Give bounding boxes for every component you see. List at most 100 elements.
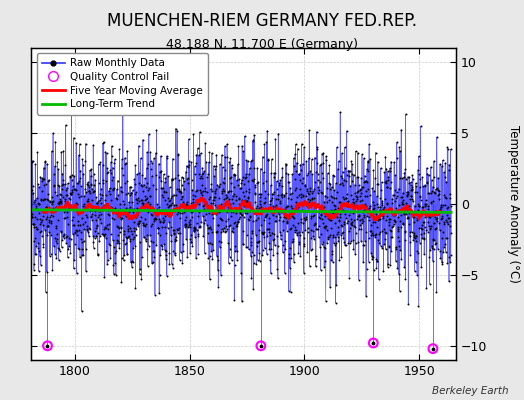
- Point: [208, 211, 216, 217]
- Point: [203, 202, 211, 208]
- Point: [243, 198, 251, 205]
- Point: [134, 195, 143, 201]
- Point: [168, 193, 176, 199]
- Point: [379, 215, 387, 222]
- Point: [435, 227, 444, 234]
- Point: [443, 259, 452, 266]
- Point: [208, 241, 216, 248]
- Point: [353, 216, 362, 222]
- Point: [361, 201, 369, 208]
- Point: [353, 174, 361, 180]
- Point: [134, 222, 142, 229]
- Point: [230, 172, 238, 178]
- Point: [52, 240, 61, 246]
- Point: [285, 288, 293, 294]
- Point: [141, 223, 149, 230]
- Point: [177, 249, 185, 256]
- Point: [148, 212, 157, 219]
- Point: [264, 156, 272, 162]
- Point: [138, 254, 146, 260]
- Point: [201, 250, 209, 256]
- Point: [183, 175, 191, 182]
- Point: [367, 230, 376, 237]
- Point: [155, 204, 163, 210]
- Point: [83, 180, 92, 187]
- Point: [277, 174, 286, 181]
- Point: [322, 156, 331, 163]
- Point: [143, 165, 151, 172]
- Point: [84, 233, 93, 239]
- Point: [443, 204, 452, 210]
- Point: [308, 246, 316, 252]
- Point: [132, 189, 140, 196]
- Point: [437, 216, 445, 222]
- Point: [258, 230, 266, 236]
- Point: [240, 181, 248, 187]
- Point: [295, 241, 303, 247]
- Point: [268, 230, 276, 236]
- Point: [330, 240, 338, 246]
- Point: [225, 188, 233, 194]
- Point: [141, 238, 150, 244]
- Point: [135, 220, 144, 226]
- Point: [282, 215, 290, 221]
- Point: [252, 205, 260, 211]
- Point: [190, 227, 198, 234]
- Point: [425, 223, 433, 230]
- Point: [374, 204, 382, 210]
- Point: [373, 258, 381, 264]
- Point: [427, 223, 435, 230]
- Point: [312, 263, 320, 270]
- Point: [129, 259, 137, 266]
- Point: [60, 196, 69, 202]
- Point: [75, 178, 84, 185]
- Point: [200, 206, 209, 213]
- Point: [389, 212, 398, 218]
- Point: [74, 244, 82, 251]
- Point: [375, 213, 384, 219]
- Point: [168, 175, 176, 182]
- Point: [316, 244, 324, 250]
- Point: [100, 226, 108, 232]
- Point: [418, 235, 427, 241]
- Point: [333, 214, 342, 220]
- Point: [406, 196, 414, 203]
- Point: [166, 184, 174, 191]
- Point: [338, 222, 346, 229]
- Point: [292, 227, 300, 234]
- Point: [433, 192, 442, 198]
- Point: [294, 202, 302, 209]
- Point: [54, 257, 63, 263]
- Point: [378, 244, 387, 251]
- Point: [59, 177, 67, 183]
- Point: [89, 204, 97, 210]
- Point: [86, 213, 95, 220]
- Point: [53, 236, 61, 242]
- Text: MUENCHEN-RIEM GERMANY FED.REP.: MUENCHEN-RIEM GERMANY FED.REP.: [107, 12, 417, 30]
- Point: [327, 225, 335, 231]
- Point: [367, 228, 375, 234]
- Point: [101, 231, 109, 237]
- Point: [143, 149, 151, 155]
- Point: [136, 155, 145, 161]
- Point: [274, 196, 282, 202]
- Point: [447, 230, 455, 236]
- Point: [324, 197, 333, 203]
- Point: [336, 214, 344, 220]
- Point: [389, 209, 397, 215]
- Point: [406, 228, 414, 235]
- Point: [256, 191, 265, 197]
- Point: [178, 259, 187, 266]
- Point: [290, 229, 299, 236]
- Point: [274, 242, 282, 249]
- Point: [434, 187, 443, 193]
- Point: [205, 253, 214, 259]
- Point: [246, 213, 254, 220]
- Point: [420, 234, 429, 241]
- Point: [381, 246, 390, 252]
- Point: [326, 206, 335, 213]
- Point: [75, 175, 84, 181]
- Point: [173, 210, 181, 217]
- Point: [354, 212, 363, 219]
- Point: [344, 240, 353, 246]
